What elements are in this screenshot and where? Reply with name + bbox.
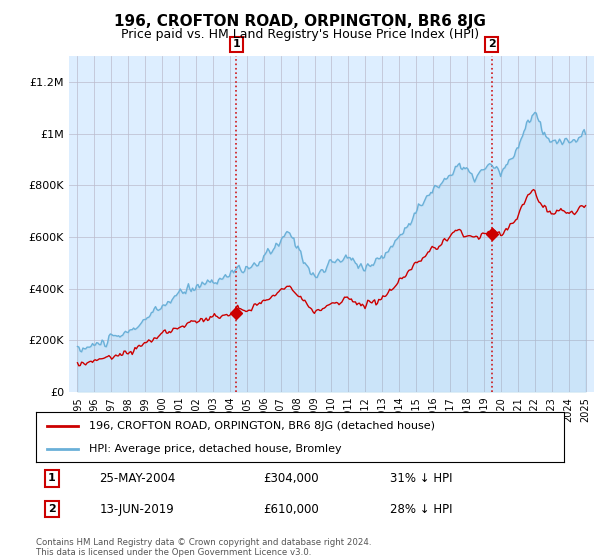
Text: Contains HM Land Registry data © Crown copyright and database right 2024.
This d: Contains HM Land Registry data © Crown c… <box>36 538 371 557</box>
Text: 196, CROFTON ROAD, ORPINGTON, BR6 8JG (detached house): 196, CROFTON ROAD, ORPINGTON, BR6 8JG (d… <box>89 421 435 431</box>
Text: Price paid vs. HM Land Registry's House Price Index (HPI): Price paid vs. HM Land Registry's House … <box>121 28 479 41</box>
Text: £304,000: £304,000 <box>263 472 319 485</box>
Text: 2: 2 <box>488 39 496 49</box>
Text: 28% ↓ HPI: 28% ↓ HPI <box>390 503 452 516</box>
Text: 2: 2 <box>48 504 56 514</box>
Text: 1: 1 <box>48 473 56 483</box>
Text: 31% ↓ HPI: 31% ↓ HPI <box>390 472 452 485</box>
Text: 196, CROFTON ROAD, ORPINGTON, BR6 8JG: 196, CROFTON ROAD, ORPINGTON, BR6 8JG <box>114 14 486 29</box>
Text: £610,000: £610,000 <box>263 503 319 516</box>
Text: 1: 1 <box>232 39 240 49</box>
Text: HPI: Average price, detached house, Bromley: HPI: Average price, detached house, Brom… <box>89 445 341 454</box>
Text: 25-MAY-2004: 25-MAY-2004 <box>100 472 176 485</box>
Text: 13-JUN-2019: 13-JUN-2019 <box>100 503 174 516</box>
